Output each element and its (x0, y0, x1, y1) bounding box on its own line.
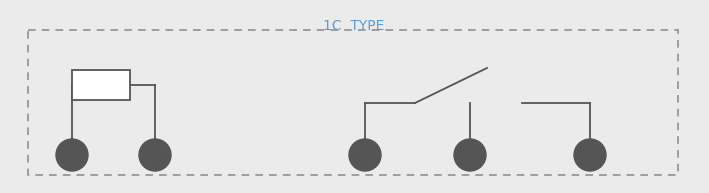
Circle shape (56, 139, 88, 171)
Circle shape (349, 139, 381, 171)
Circle shape (139, 139, 171, 171)
Bar (72, 70, 130, 100)
Circle shape (574, 139, 606, 171)
Bar (28, 30, 678, 175)
Circle shape (454, 139, 486, 171)
Text: 1C  TYPE: 1C TYPE (323, 19, 385, 33)
